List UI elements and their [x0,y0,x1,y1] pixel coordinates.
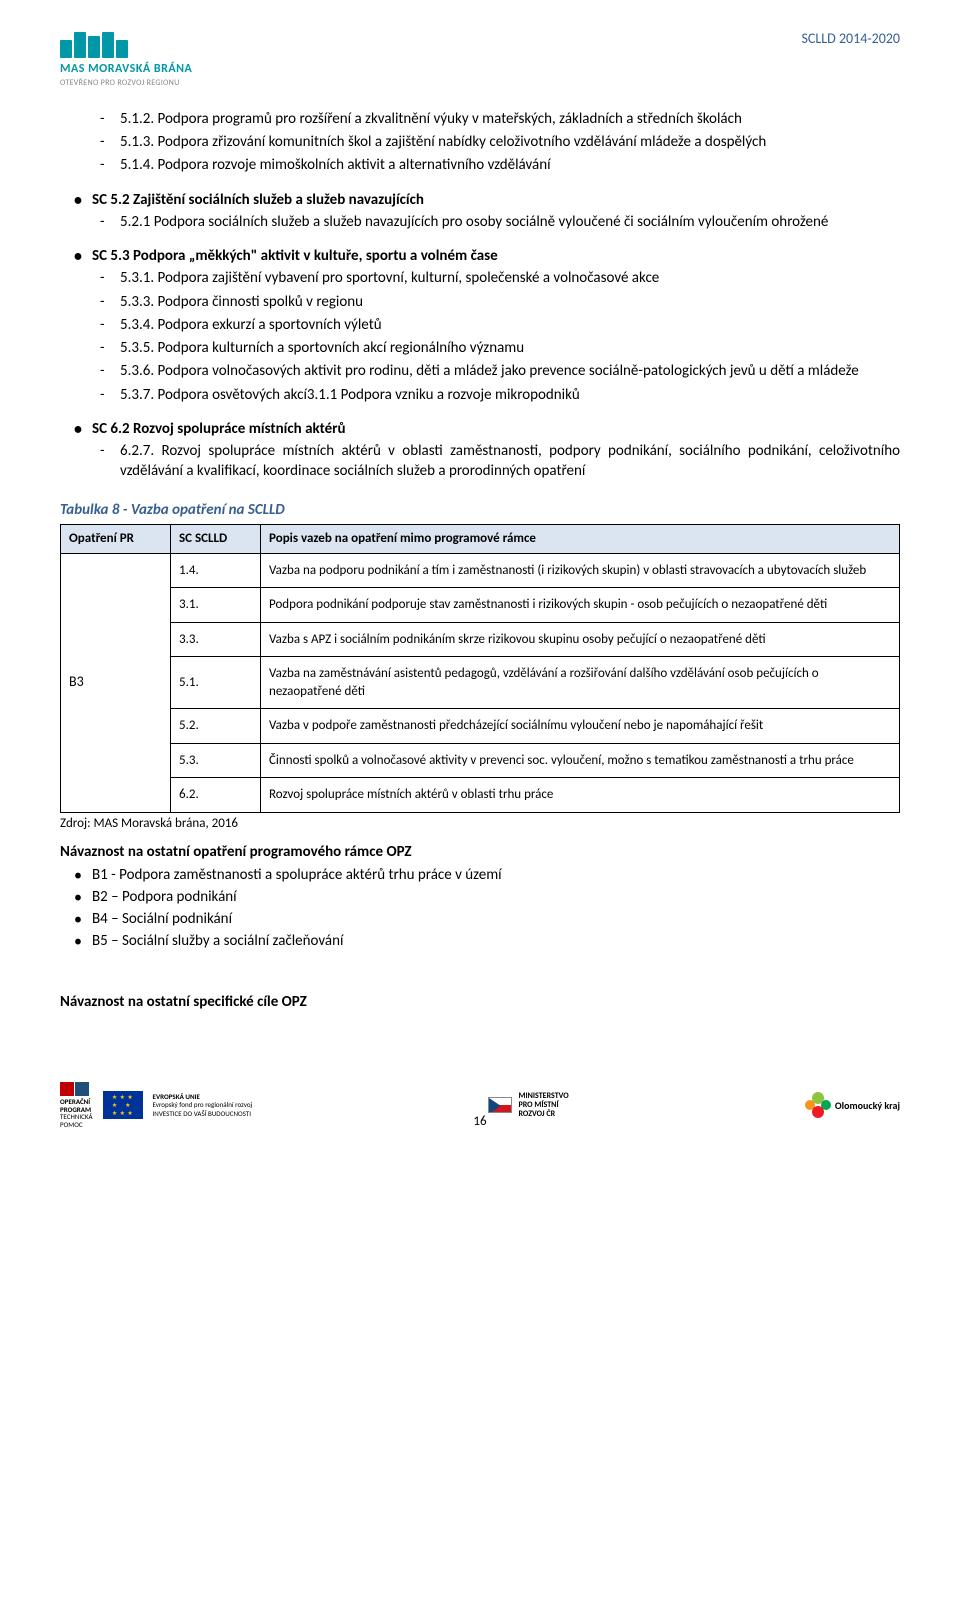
table-header: Popis vazeb na opatření mimo programové … [261,524,900,553]
op-logo: OPERAČNÍ PROGRAM TECHNICKÁ POMOC [60,1082,93,1129]
list-item: B1 - Podpora zaměstnanosti a spolupráce … [92,865,900,885]
mmr-text: MINISTERSTVO PRO MÍSTNÍ ROZVOJ ČR [518,1092,568,1118]
eu-flag-icon: ★ ★ ★★ ★★ ★ ★ [103,1091,143,1119]
page-header: MAS MORAVSKÁ BRÁNA OTEVŘENO PRO ROZVOJ R… [60,30,900,89]
table-header: SC SCLLD [171,524,261,553]
table-header: Opatření PR [61,524,171,553]
logo-text-main: MAS MORAVSKÁ BRÁNA [60,61,192,77]
list-item: 5.3.5. Podpora kulturních a sportovních … [120,338,900,358]
list-item: B5 – Sociální služby a sociální začleňov… [92,931,900,951]
olomoucky-logo-icon [805,1092,831,1118]
opatreni-table: Opatření PR SC SCLLD Popis vazeb na opat… [60,524,900,813]
header-right-text: SCLLD 2014-2020 [802,30,901,49]
table-cell-sc: 5.3. [171,743,261,778]
table-cell-sc: 3.3. [171,622,261,657]
cz-flag-icon [488,1097,512,1113]
table-cell-desc: Vazba na podporu podnikání a tím i zaměs… [261,553,900,588]
table-cell-desc: Podpora podnikání podporuje stav zaměstn… [261,588,900,623]
list-item: 5.1.4. Podpora rozvoje mimoškolních akti… [120,155,900,175]
logo-text-sub: OTEVŘENO PRO ROZVOJ REGIONU [60,78,192,89]
sc-heading: SC 5.2 Zajištění sociálních služeb a slu… [92,190,900,210]
table-title: Tabulka 8 - Vazba opatření na SCLLD [60,500,900,520]
table-cell-sc: 3.1. [171,588,261,623]
logo-left: MAS MORAVSKÁ BRÁNA OTEVŘENO PRO ROZVOJ R… [60,30,192,89]
table-cell-desc: Vazba na zaměstnávání asistentů pedagogů… [261,657,900,709]
table-row: 6.2. Rozvoj spolupráce místních aktérů v… [61,778,900,813]
list-item: 5.1.2. Podpora programů pro rozšíření a … [120,109,900,129]
table-row: 5.1. Vazba na zaměstnávání asistentů ped… [61,657,900,709]
section-title: Návaznost na ostatní opatření programové… [60,842,900,862]
list-item: 5.3.3. Podpora činnosti spolků v regionu [120,292,900,312]
list-item: 6.2.7. Rozvoj spolupráce místních aktérů… [120,441,900,482]
mmr-block: MINISTERSTVO PRO MÍSTNÍ ROZVOJ ČR [488,1092,568,1118]
table-cell-sc: 1.4. [171,553,261,588]
table-row: 5.2. Vazba v podpoře zaměstnanosti předc… [61,709,900,744]
page-number: 16 [473,1113,486,1131]
list-item: B4 – Sociální podnikání [92,909,900,929]
table-cell-desc: Vazba s APZ i sociálním podnikáním skrze… [261,622,900,657]
table-cell-sc: 5.1. [171,657,261,709]
table-cell-desc: Činnosti spolků a volnočasové aktivity v… [261,743,900,778]
table-cell-rowlabel: B3 [61,553,171,812]
list-item: 5.3.4. Podpora exkurzí a sportovních výl… [120,315,900,335]
section-title: Návaznost na ostatní specifické cíle OPZ [60,992,900,1012]
table-cell-desc: Vazba v podpoře zaměstnanosti předcházej… [261,709,900,744]
olomoucky-kraj-block: Olomoucký kraj [805,1092,900,1118]
table-row: 3.1. Podpora podnikání podporuje stav za… [61,588,900,623]
page-footer: OPERAČNÍ PROGRAM TECHNICKÁ POMOC ★ ★ ★★ … [60,1082,900,1129]
list-item: 5.3.7. Podpora osvětových akcí3.1.1 Podp… [120,385,900,405]
sc-heading: SC 5.3 Podpora „měkkých" aktivit v kultu… [92,246,900,266]
list-item: 5.1.3. Podpora zřizování komunitních ško… [120,132,900,152]
table-source: Zdroj: MAS Moravská brána, 2016 [60,815,900,833]
sc-heading: SC 6.2 Rozvoj spolupráce místních aktérů [92,419,900,439]
eu-funding-block: OPERAČNÍ PROGRAM TECHNICKÁ POMOC ★ ★ ★★ … [60,1082,252,1129]
list-item: 5.3.1. Podpora zajištění vybavení pro sp… [120,268,900,288]
olomoucky-text: Olomoucký kraj [835,1099,900,1113]
list-item: 5.2.1 Podpora sociálních služeb a služeb… [120,212,900,232]
table-row: B3 1.4. Vazba na podporu podnikání a tím… [61,553,900,588]
eu-text: EVROPSKÁ UNIE Evropský fond pro regionál… [153,1093,253,1118]
logo-mark [60,30,192,58]
table-row: 5.3. Činnosti spolků a volnočasové aktiv… [61,743,900,778]
table-header-row: Opatření PR SC SCLLD Popis vazeb na opat… [61,524,900,553]
table-cell-sc: 6.2. [171,778,261,813]
table-cell-desc: Rozvoj spolupráce místních aktérů v obla… [261,778,900,813]
list-item: B2 – Podpora podnikání [92,887,900,907]
table-row: 3.3. Vazba s APZ i sociálním podnikáním … [61,622,900,657]
list-item: 5.3.6. Podpora volnočasových aktivit pro… [120,361,900,381]
table-cell-sc: 5.2. [171,709,261,744]
